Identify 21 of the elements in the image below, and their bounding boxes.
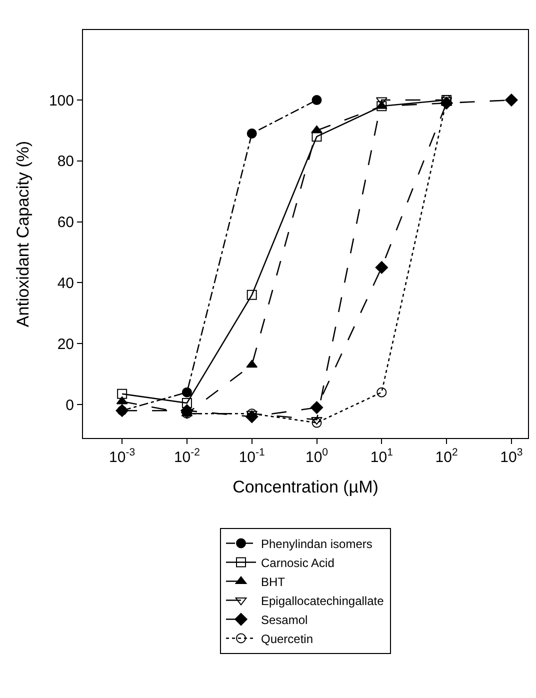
x-tick-label: 10$^{-1}$ [238,446,266,466]
legend-label: Sesamol [261,612,308,627]
x-tick-label: 10$^{2}$ [435,446,458,466]
legend-label: Carnosic Acid [261,556,334,570]
x-axis-title: Concentration (µM) [232,477,378,496]
y-tick-label: 40 [57,274,74,292]
x-tick-label: 10$^{0}$ [305,446,328,466]
x-tick-label: 10$^{-2}$ [174,446,200,466]
y-axis-title: Antioxidant Capacity (%) [14,140,33,328]
legend-label: Quercetin [261,632,314,646]
legend-label: Epigallocatechingallate [261,594,384,608]
x-tick-label: 10$^{-3}$ [109,446,136,466]
y-tick-label: 60 [57,214,74,232]
legend-label: Phenylindan isomers [261,536,372,551]
y-tick-label: 80 [57,153,74,170]
legend-label: BHT [261,574,286,589]
y-tick-label: 20 [57,336,74,353]
x-tick-label: 10$^{3}$ [500,446,523,466]
y-tick-label: 100 [48,92,74,110]
x-tick-label: 10$^{1}$ [370,446,394,466]
y-tick-label: 0 [66,396,74,414]
